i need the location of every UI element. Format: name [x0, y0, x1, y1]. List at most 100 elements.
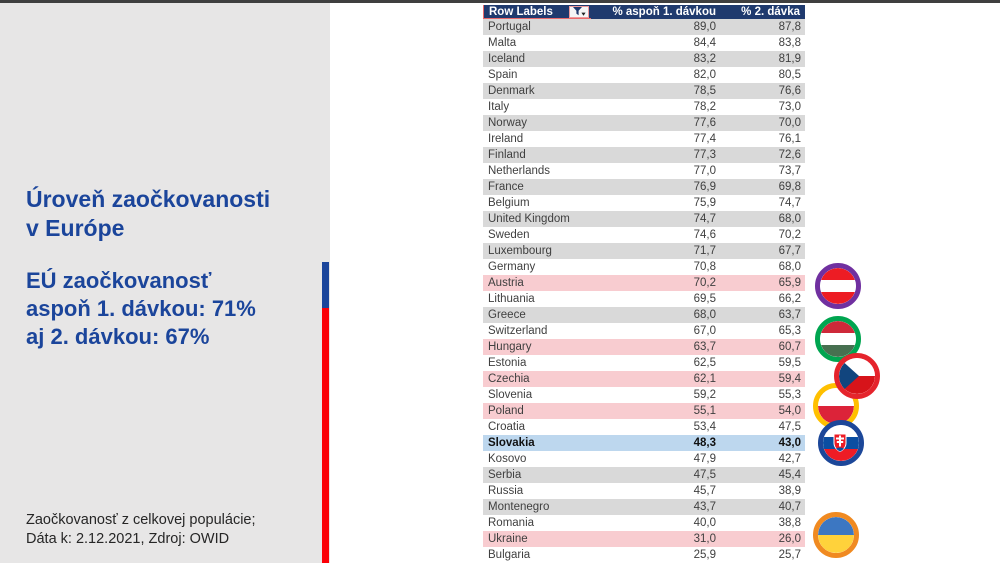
table-row[interactable]: United Kingdom 74,7 68,0 [483, 211, 805, 227]
dose2-cell[interactable]: 80,5 [778, 69, 801, 81]
dose2-cell[interactable]: 81,9 [778, 53, 801, 65]
dose2-cell[interactable]: 76,1 [778, 133, 801, 145]
table-row[interactable]: Russia 45,7 38,9 [483, 483, 805, 499]
country-cell[interactable]: Switzerland [488, 325, 548, 337]
dose1-cell[interactable]: 71,7 [693, 245, 716, 257]
dose2-cell[interactable]: 74,7 [778, 197, 801, 209]
table-row[interactable]: Slovakia 48,3 43,0 [483, 435, 805, 451]
country-cell[interactable]: Ukraine [488, 533, 528, 545]
dose1-cell[interactable]: 53,4 [693, 421, 716, 433]
dose1-cell[interactable]: 74,7 [693, 213, 716, 225]
dose2-cell[interactable]: 54,0 [778, 405, 801, 417]
dose2-cell[interactable]: 73,7 [778, 165, 801, 177]
country-cell[interactable]: Kosovo [488, 453, 527, 465]
table-row[interactable]: Austria 70,2 65,9 [483, 275, 805, 291]
column-header-row-labels[interactable]: Row Labels [483, 5, 591, 19]
dose1-cell[interactable]: 43,7 [693, 501, 716, 513]
table-row[interactable]: Greece 68,0 63,7 [483, 307, 805, 323]
country-cell[interactable]: Portugal [488, 21, 531, 33]
country-cell[interactable]: Croatia [488, 421, 526, 433]
dose1-cell[interactable]: 77,0 [693, 165, 716, 177]
country-cell[interactable]: Greece [488, 309, 526, 321]
country-cell[interactable]: Belgium [488, 197, 530, 209]
dose1-cell[interactable]: 84,4 [693, 37, 716, 49]
dose1-cell[interactable]: 68,0 [693, 309, 716, 321]
dose1-cell[interactable]: 78,2 [693, 101, 716, 113]
dose1-cell[interactable]: 25,9 [693, 549, 716, 561]
table-row[interactable]: Serbia 47,5 45,4 [483, 467, 805, 483]
dose1-cell[interactable]: 67,0 [693, 325, 716, 337]
dose2-cell[interactable]: 25,7 [778, 549, 801, 561]
table-row[interactable]: Ireland 77,4 76,1 [483, 131, 805, 147]
table-row[interactable]: Kosovo 47,9 42,7 [483, 451, 805, 467]
country-cell[interactable]: Iceland [488, 53, 526, 65]
dose1-cell[interactable]: 62,5 [693, 357, 716, 369]
country-cell[interactable]: Norway [488, 117, 527, 129]
dose2-cell[interactable]: 55,3 [778, 389, 801, 401]
dose2-cell[interactable]: 65,9 [778, 277, 801, 289]
dose1-cell[interactable]: 70,8 [693, 261, 716, 273]
table-row[interactable]: Norway 77,6 70,0 [483, 115, 805, 131]
dose1-cell[interactable]: 47,9 [693, 453, 716, 465]
country-cell[interactable]: Montenegro [488, 501, 550, 513]
dose1-cell[interactable]: 55,1 [693, 405, 716, 417]
dose2-cell[interactable]: 45,4 [778, 469, 801, 481]
country-cell[interactable]: Hungary [488, 341, 532, 353]
dose1-cell[interactable]: 45,7 [693, 485, 716, 497]
country-cell[interactable]: Estonia [488, 357, 527, 369]
dose2-cell[interactable]: 70,0 [778, 117, 801, 129]
table-row[interactable]: Iceland 83,2 81,9 [483, 51, 805, 67]
country-cell[interactable]: Romania [488, 517, 535, 529]
dose2-cell[interactable]: 60,7 [778, 341, 801, 353]
dose1-cell[interactable]: 47,5 [693, 469, 716, 481]
dose2-cell[interactable]: 63,7 [778, 309, 801, 321]
dose1-cell[interactable]: 31,0 [693, 533, 716, 545]
dose1-cell[interactable]: 48,3 [693, 437, 716, 449]
table-row[interactable]: Bulgaria 25,9 25,7 [483, 547, 805, 563]
dose2-cell[interactable]: 72,6 [778, 149, 801, 161]
table-row[interactable]: Croatia 53,4 47,5 [483, 419, 805, 435]
table-row[interactable]: Sweden 74,6 70,2 [483, 227, 805, 243]
country-cell[interactable]: France [488, 181, 524, 193]
country-cell[interactable]: Malta [488, 37, 517, 49]
country-cell[interactable]: Serbia [488, 469, 522, 481]
dose2-cell[interactable]: 83,8 [778, 37, 801, 49]
country-cell[interactable]: Germany [488, 261, 536, 273]
table-row[interactable]: Finland 77,3 72,6 [483, 147, 805, 163]
table-row[interactable]: Romania 40,0 38,8 [483, 515, 805, 531]
table-row[interactable]: Hungary 63,7 60,7 [483, 339, 805, 355]
country-cell[interactable]: United Kingdom [488, 213, 570, 225]
dose1-cell[interactable]: 77,4 [693, 133, 716, 145]
dose2-cell[interactable]: 65,3 [778, 325, 801, 337]
dose1-cell[interactable]: 77,6 [693, 117, 716, 129]
dose1-cell[interactable]: 89,0 [693, 21, 716, 33]
country-cell[interactable]: Austria [488, 277, 524, 289]
country-cell[interactable]: Sweden [488, 229, 530, 241]
dose1-cell[interactable]: 82,0 [693, 69, 716, 81]
table-row[interactable]: Lithuania 69,5 66,2 [483, 291, 805, 307]
country-cell[interactable]: Poland [488, 405, 524, 417]
country-cell[interactable]: Spain [488, 69, 518, 81]
table-row[interactable]: Portugal 89,0 87,8 [483, 19, 805, 35]
dose1-cell[interactable]: 59,2 [693, 389, 716, 401]
country-cell[interactable]: Russia [488, 485, 524, 497]
table-row[interactable]: Slovenia 59,2 55,3 [483, 387, 805, 403]
country-cell[interactable]: Czechia [488, 373, 530, 385]
country-cell[interactable]: Slovenia [488, 389, 533, 401]
table-row[interactable]: Netherlands 77,0 73,7 [483, 163, 805, 179]
dose2-cell[interactable]: 42,7 [778, 453, 801, 465]
country-cell[interactable]: Finland [488, 149, 526, 161]
country-cell[interactable]: Lithuania [488, 293, 535, 305]
dose1-cell[interactable]: 77,3 [693, 149, 716, 161]
table-row[interactable]: Czechia 62,1 59,4 [483, 371, 805, 387]
table-row[interactable]: France 76,9 69,8 [483, 179, 805, 195]
dose2-cell[interactable]: 87,8 [778, 21, 801, 33]
dose1-cell[interactable]: 70,2 [693, 277, 716, 289]
dose1-cell[interactable]: 69,5 [693, 293, 716, 305]
table-row[interactable]: Malta 84,4 83,8 [483, 35, 805, 51]
table-row[interactable]: Poland 55,1 54,0 [483, 403, 805, 419]
country-cell[interactable]: Slovakia [488, 437, 535, 449]
dose2-cell[interactable]: 43,0 [778, 437, 801, 449]
table-row[interactable]: Luxembourg 71,7 67,7 [483, 243, 805, 259]
table-row[interactable]: Italy 78,2 73,0 [483, 99, 805, 115]
